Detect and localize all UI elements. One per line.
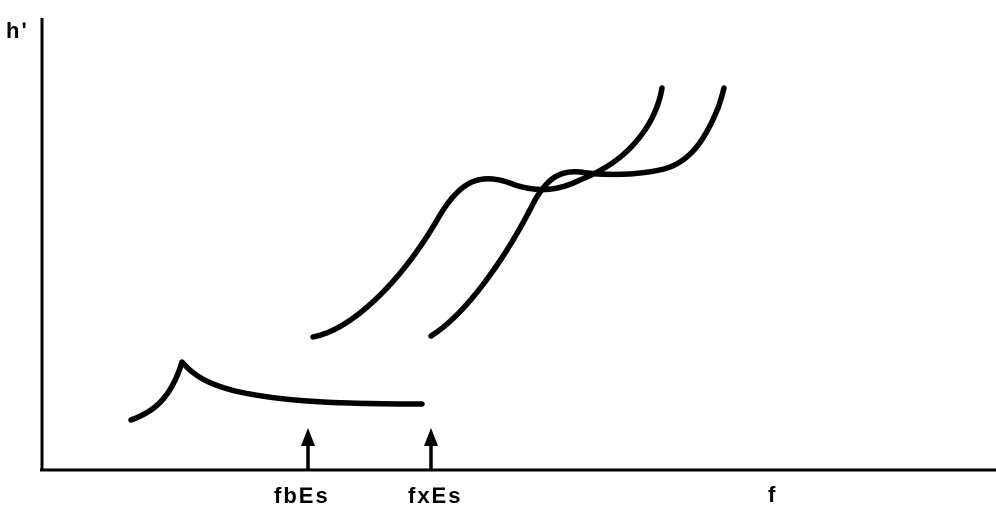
fbes-arrow (301, 428, 315, 470)
o-mode-trace (310, 85, 665, 340)
x-axis-label: f (768, 482, 777, 507)
fxes-label: fxEs (408, 483, 462, 507)
x-mode-trace (428, 85, 727, 339)
y-axis-label: h' (6, 18, 29, 43)
sporadic-e-trace (128, 359, 425, 423)
fbes-label: fbEs (274, 483, 330, 507)
fxes-arrow (424, 428, 438, 470)
